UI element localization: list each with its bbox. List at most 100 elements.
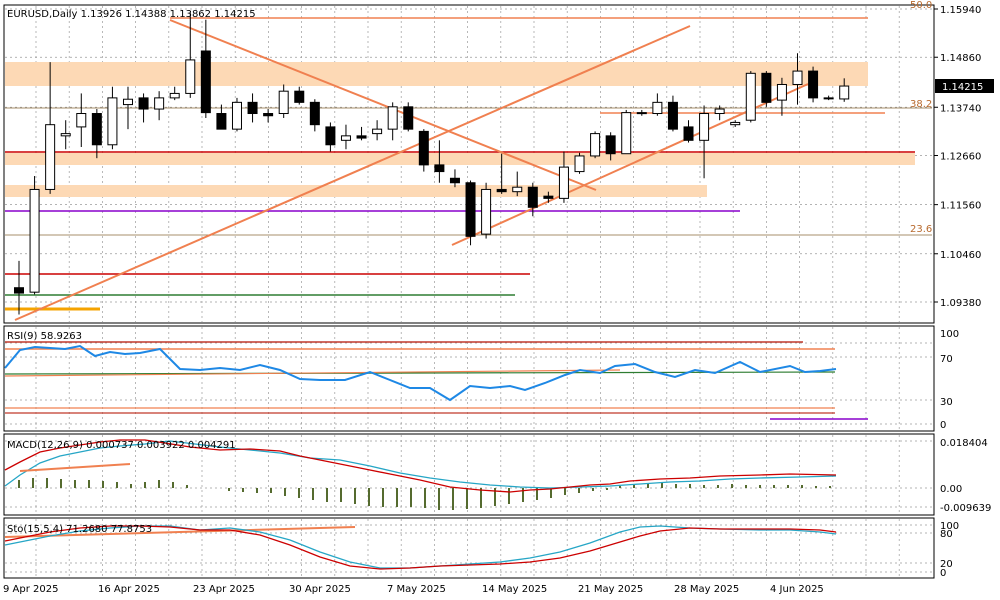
candle-body	[527, 186, 538, 208]
falling-trendline	[169, 19, 597, 191]
candle-body	[558, 166, 569, 199]
candle-body	[434, 164, 445, 173]
main-chart-header: EURUSD,Daily 1.13926 1.14388 1.13862 1.1…	[7, 9, 256, 20]
candle-body	[683, 126, 694, 141]
rsi-mid-line	[4, 371, 836, 375]
candle-body	[76, 113, 87, 128]
date-axis: 9 Apr 2025 16 Apr 2025 23 Apr 2025 30 Ap…	[3, 584, 824, 595]
candle-body	[512, 186, 523, 193]
mid-zone	[5, 153, 915, 165]
candle-body	[667, 101, 678, 130]
date-tick: 4 Jun 2025	[770, 584, 824, 595]
candle-body	[621, 112, 632, 155]
support-zone	[5, 185, 707, 197]
macd-header: MACD(12,26,9) 0.000737 0.003922 0.004291	[7, 440, 236, 451]
fib-label-38: 38.2	[910, 99, 932, 110]
price-tick-label: 1.15940	[940, 5, 981, 16]
current-price-label: 1.14215	[942, 82, 983, 93]
sto-header: Sto(15,5,4) 71.2680 77.8753	[7, 524, 152, 535]
rsi-line	[4, 344, 837, 402]
candle-body	[294, 90, 305, 103]
sto-tick-0: 0	[940, 568, 946, 579]
candle-body	[792, 70, 803, 85]
candle-body	[543, 195, 554, 199]
candle-body	[839, 85, 850, 100]
sto-main-line	[4, 525, 837, 570]
candle-body	[465, 182, 476, 237]
candle-body	[605, 135, 616, 155]
candle-body	[652, 101, 663, 115]
candle-body	[418, 130, 429, 166]
candle-body	[745, 72, 756, 121]
candle-body	[636, 112, 647, 115]
candle-body	[325, 126, 336, 146]
candle-body	[185, 59, 196, 94]
candle-body	[403, 106, 414, 130]
candle-body	[699, 113, 710, 141]
candle-body	[590, 133, 601, 157]
candle-body	[481, 188, 492, 235]
candle-body	[45, 124, 56, 190]
rsi-support-line	[4, 369, 621, 377]
candle-body	[714, 108, 725, 115]
price-tick-label: 1.13740	[940, 103, 981, 114]
macd-tick-zero: 0.00	[940, 484, 962, 495]
candle-body	[60, 133, 71, 137]
macd-main-line	[4, 439, 837, 493]
price-axis: 1.15940 1.14860 1.13740 1.12660 1.11560 1.104…	[934, 5, 981, 309]
date-tick: 30 Apr 2025	[289, 584, 351, 595]
macd-tick-bottom: -0.009639	[940, 503, 991, 514]
date-tick: 14 May 2025	[482, 584, 547, 595]
resistance-zone	[5, 62, 868, 86]
candle-body	[122, 98, 133, 106]
candle-body	[169, 92, 180, 99]
rsi-tick-70: 70	[940, 354, 953, 365]
price-tick-label: 1.10460	[940, 250, 981, 261]
rsi-tick-100: 100	[940, 329, 959, 340]
price-tick-label: 1.09380	[940, 298, 981, 309]
candle-body	[29, 188, 40, 293]
candle-body	[91, 113, 102, 146]
candle-body	[387, 106, 398, 130]
candle-body	[776, 83, 787, 101]
date-tick: 16 Apr 2025	[98, 584, 160, 595]
candle-body	[263, 113, 274, 117]
sto-tick-20: 20	[940, 559, 953, 570]
rsi-header: RSI(9) 58.9263	[7, 331, 82, 342]
sto-trendline	[4, 526, 356, 538]
candle-body	[278, 90, 289, 115]
candle-body	[823, 97, 834, 100]
candle-body	[200, 50, 211, 114]
date-tick: 21 May 2025	[578, 584, 643, 595]
sto-panel	[3, 517, 935, 579]
candle-body	[449, 177, 460, 184]
candle-body	[761, 72, 772, 103]
date-tick: 9 Apr 2025	[3, 584, 58, 595]
fib-label-50: 50.0	[910, 0, 932, 11]
fib-label-23: 23.6	[910, 224, 932, 235]
candle-body	[216, 113, 227, 130]
macd-trendline	[19, 463, 131, 472]
rsi-tick-30: 30	[940, 397, 953, 408]
candle-body	[309, 101, 320, 126]
candle-body	[730, 121, 741, 126]
sto-tick-100: 100	[940, 521, 959, 532]
candle-body	[574, 155, 585, 173]
date-tick: 28 May 2025	[674, 584, 739, 595]
macd-signal-line	[4, 440, 837, 489]
date-tick: 7 May 2025	[387, 584, 446, 595]
indicator-lines	[4, 341, 868, 570]
rsi-tick-0: 0	[940, 420, 946, 431]
candle-body	[154, 97, 165, 110]
date-tick: 23 Apr 2025	[193, 584, 255, 595]
price-tick-label: 1.11560	[940, 201, 981, 212]
candle-body	[247, 101, 258, 115]
sto-tick-80: 80	[940, 529, 953, 540]
candle-body	[107, 97, 118, 146]
candle-body	[14, 287, 24, 294]
rising-trendline	[14, 25, 691, 321]
candle-body	[496, 188, 507, 193]
price-tick-label: 1.14860	[940, 53, 981, 64]
candle-body	[231, 101, 242, 130]
